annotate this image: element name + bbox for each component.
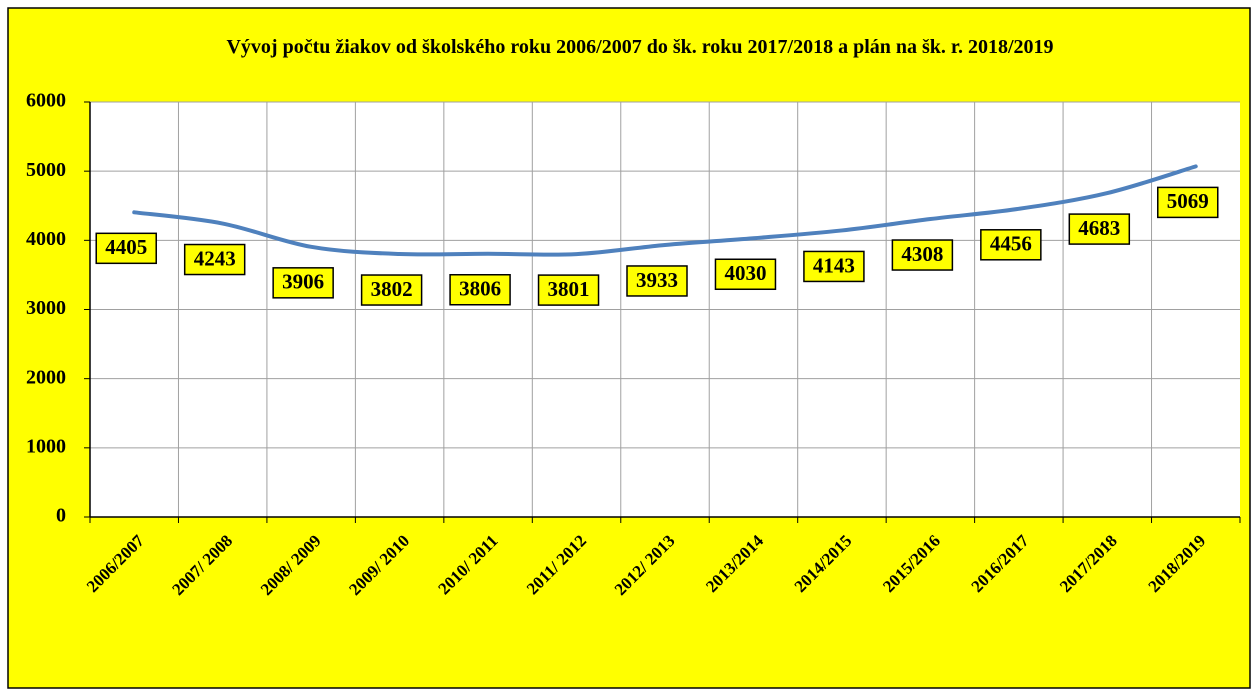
data-label: 4143	[813, 253, 855, 277]
data-label-box	[1157, 186, 1219, 219]
y-tick-label: 0	[56, 505, 66, 527]
data-label: 3806	[459, 277, 501, 301]
data-label-box	[360, 274, 423, 306]
data-label: 4243	[194, 246, 236, 270]
data-label-box	[95, 232, 157, 265]
data-label: 3906	[282, 270, 324, 294]
y-tick-label: 3000	[26, 297, 66, 319]
data-label-box	[626, 265, 688, 297]
data-label: 4405	[105, 235, 147, 259]
data-label: 3801	[548, 277, 590, 301]
data-label: 4683	[1078, 216, 1120, 240]
data-label-box	[537, 274, 600, 306]
data-label-box	[891, 239, 954, 271]
data-label: 3933	[636, 268, 678, 292]
y-tick-label: 5000	[26, 159, 66, 181]
data-label-box	[803, 250, 865, 283]
data-label-box	[272, 267, 334, 299]
data-label: 4456	[990, 232, 1032, 256]
data-label-box	[714, 258, 777, 291]
data-label-box	[1068, 213, 1131, 245]
data-label: 5069	[1167, 189, 1209, 213]
data-label: 3802	[371, 277, 413, 301]
y-tick-label: 2000	[26, 366, 66, 388]
data-label: 4030	[724, 261, 766, 285]
data-label-box	[980, 229, 1042, 261]
data-label-box	[449, 274, 511, 306]
chart-title: Vývoj počtu žiakov od školského roku 200…	[226, 36, 1054, 58]
y-tick-label: 1000	[26, 435, 66, 457]
y-tick-label: 4000	[26, 228, 66, 250]
y-tick-label: 6000	[26, 90, 66, 112]
series-line	[132, 164, 1198, 257]
data-label: 4308	[901, 242, 943, 266]
data-label-box	[183, 243, 246, 276]
